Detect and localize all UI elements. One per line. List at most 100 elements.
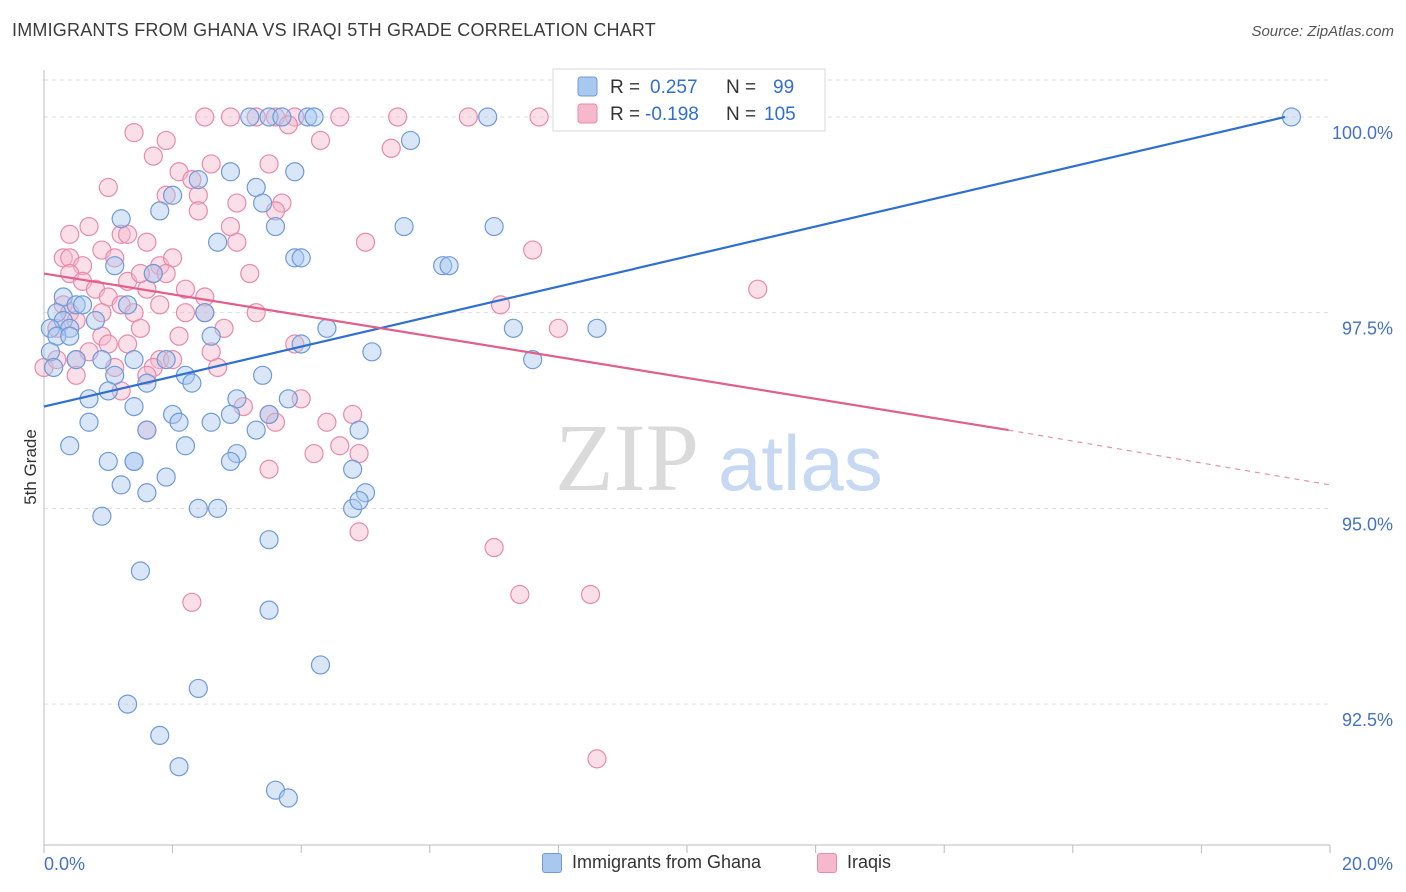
iraqis-point bbox=[188, 201, 208, 221]
iraqis-point bbox=[130, 318, 151, 338]
ghana-point bbox=[201, 326, 221, 346]
watermark-atlas: atlas bbox=[718, 419, 883, 507]
iraqis-point bbox=[220, 216, 241, 237]
iraqis-point bbox=[156, 130, 176, 151]
y-tick-label: 100.0% bbox=[1332, 123, 1393, 143]
ghana-point bbox=[278, 389, 298, 409]
iraqis-point bbox=[523, 240, 543, 260]
legend-r-label-1: R = bbox=[610, 77, 640, 98]
source-credit: Source: ZipAtlas.com bbox=[1251, 23, 1394, 40]
ghana-point bbox=[105, 256, 125, 276]
ghana-point bbox=[124, 397, 144, 417]
iraqis-point bbox=[458, 107, 478, 127]
bottom-legend: Immigrants from Ghana Iraqis bbox=[0, 852, 1406, 878]
x-tick-label-min: 0.0% bbox=[44, 854, 85, 874]
ghana-point bbox=[484, 216, 504, 237]
iraqis-point bbox=[92, 303, 112, 323]
iraqis-point bbox=[227, 193, 247, 213]
ghana-point bbox=[163, 404, 183, 425]
ghana-point bbox=[298, 107, 318, 127]
iraqis-point bbox=[510, 584, 530, 605]
legend-n-value-2: 105 bbox=[764, 104, 796, 125]
ghana-point bbox=[220, 404, 241, 425]
legend-n-value-1: 99 bbox=[773, 77, 794, 98]
ghana-point bbox=[278, 788, 298, 808]
ghana-point bbox=[72, 295, 93, 315]
ghana-point bbox=[66, 350, 86, 370]
iraqis-point bbox=[143, 146, 163, 166]
iraqis-point bbox=[330, 436, 350, 456]
ghana-point bbox=[40, 318, 61, 338]
legend-label-ghana: Immigrants from Ghana bbox=[572, 852, 762, 872]
ghana-point bbox=[188, 678, 208, 699]
ghana-point bbox=[137, 420, 157, 440]
ghana-point bbox=[169, 412, 189, 432]
ghana-point bbox=[169, 757, 189, 777]
iraqis-point bbox=[182, 592, 202, 612]
iraqis-point bbox=[105, 248, 125, 268]
ghana-point bbox=[317, 318, 337, 338]
ghana-point bbox=[343, 498, 363, 518]
ghana-point bbox=[182, 373, 202, 393]
iraqis-point bbox=[188, 185, 208, 205]
ghana-point bbox=[587, 318, 607, 338]
ghana-point bbox=[439, 256, 459, 276]
iraqis-point bbox=[98, 177, 118, 198]
ghana-point bbox=[291, 248, 311, 268]
iraqis-point bbox=[265, 412, 286, 432]
ghana-point bbox=[137, 483, 157, 503]
legend-label-iraqis: Iraqis bbox=[847, 852, 892, 872]
ghana-point bbox=[227, 443, 247, 464]
iraqis-point bbox=[272, 193, 292, 213]
iraqis-point bbox=[175, 279, 196, 299]
ghana-point bbox=[60, 326, 80, 346]
ghana-point bbox=[130, 561, 151, 581]
iraqis-trend-line bbox=[43, 272, 1009, 432]
ghana-point bbox=[355, 483, 376, 503]
iraqis-point bbox=[150, 295, 170, 315]
iraqis-point bbox=[220, 107, 241, 127]
ghana-point bbox=[265, 216, 286, 237]
iraqis-point bbox=[259, 459, 279, 479]
ghana-point bbox=[400, 130, 421, 151]
iraqis-point bbox=[201, 342, 221, 362]
ghana-point bbox=[195, 303, 215, 323]
axes: 92.5% 95.0% 97.5% 100.0% bbox=[43, 70, 1393, 853]
ghana-point bbox=[117, 295, 138, 315]
ghana-point bbox=[343, 459, 363, 479]
iraqis-point bbox=[317, 412, 337, 432]
iraqis-point bbox=[278, 115, 298, 135]
legend-swatch-iraqis bbox=[577, 103, 598, 124]
ghana-point bbox=[150, 725, 170, 746]
ghana-point bbox=[208, 232, 228, 252]
legend-n-label-2: N = bbox=[726, 104, 756, 125]
y-tick-label: 97.5% bbox=[1342, 319, 1393, 339]
ghana-point bbox=[1281, 107, 1302, 127]
iraqis-trend-extension bbox=[1008, 429, 1331, 486]
ghana-point bbox=[150, 201, 170, 221]
ghana-point bbox=[188, 169, 208, 190]
ghana-point bbox=[272, 107, 292, 127]
iraqis-point bbox=[748, 279, 768, 299]
watermark-zip: ZIP bbox=[555, 404, 699, 511]
ghana-point bbox=[285, 162, 305, 182]
iraqis-point bbox=[529, 107, 549, 127]
ghana-point bbox=[253, 193, 273, 213]
iraqis-point bbox=[195, 287, 215, 307]
ghana-point bbox=[124, 350, 144, 370]
ghana-point bbox=[92, 350, 112, 370]
ghana-point bbox=[220, 451, 241, 472]
ghana-point bbox=[156, 467, 176, 487]
iraqis-point bbox=[548, 318, 569, 338]
y-axis-title: 5th Grade bbox=[21, 429, 40, 505]
iraqis-point bbox=[587, 749, 607, 769]
ghana-point bbox=[259, 530, 279, 550]
iraqis-point bbox=[111, 224, 131, 244]
ghana-point bbox=[188, 498, 208, 518]
chart-title: IMMIGRANTS FROM GHANA VS IRAQI 5TH GRADE… bbox=[12, 20, 656, 40]
ghana-point bbox=[310, 655, 331, 675]
iraqis-point bbox=[381, 138, 401, 158]
iraqis-point bbox=[259, 154, 279, 174]
ghana-point bbox=[433, 256, 453, 276]
iraqis-point bbox=[349, 522, 369, 542]
